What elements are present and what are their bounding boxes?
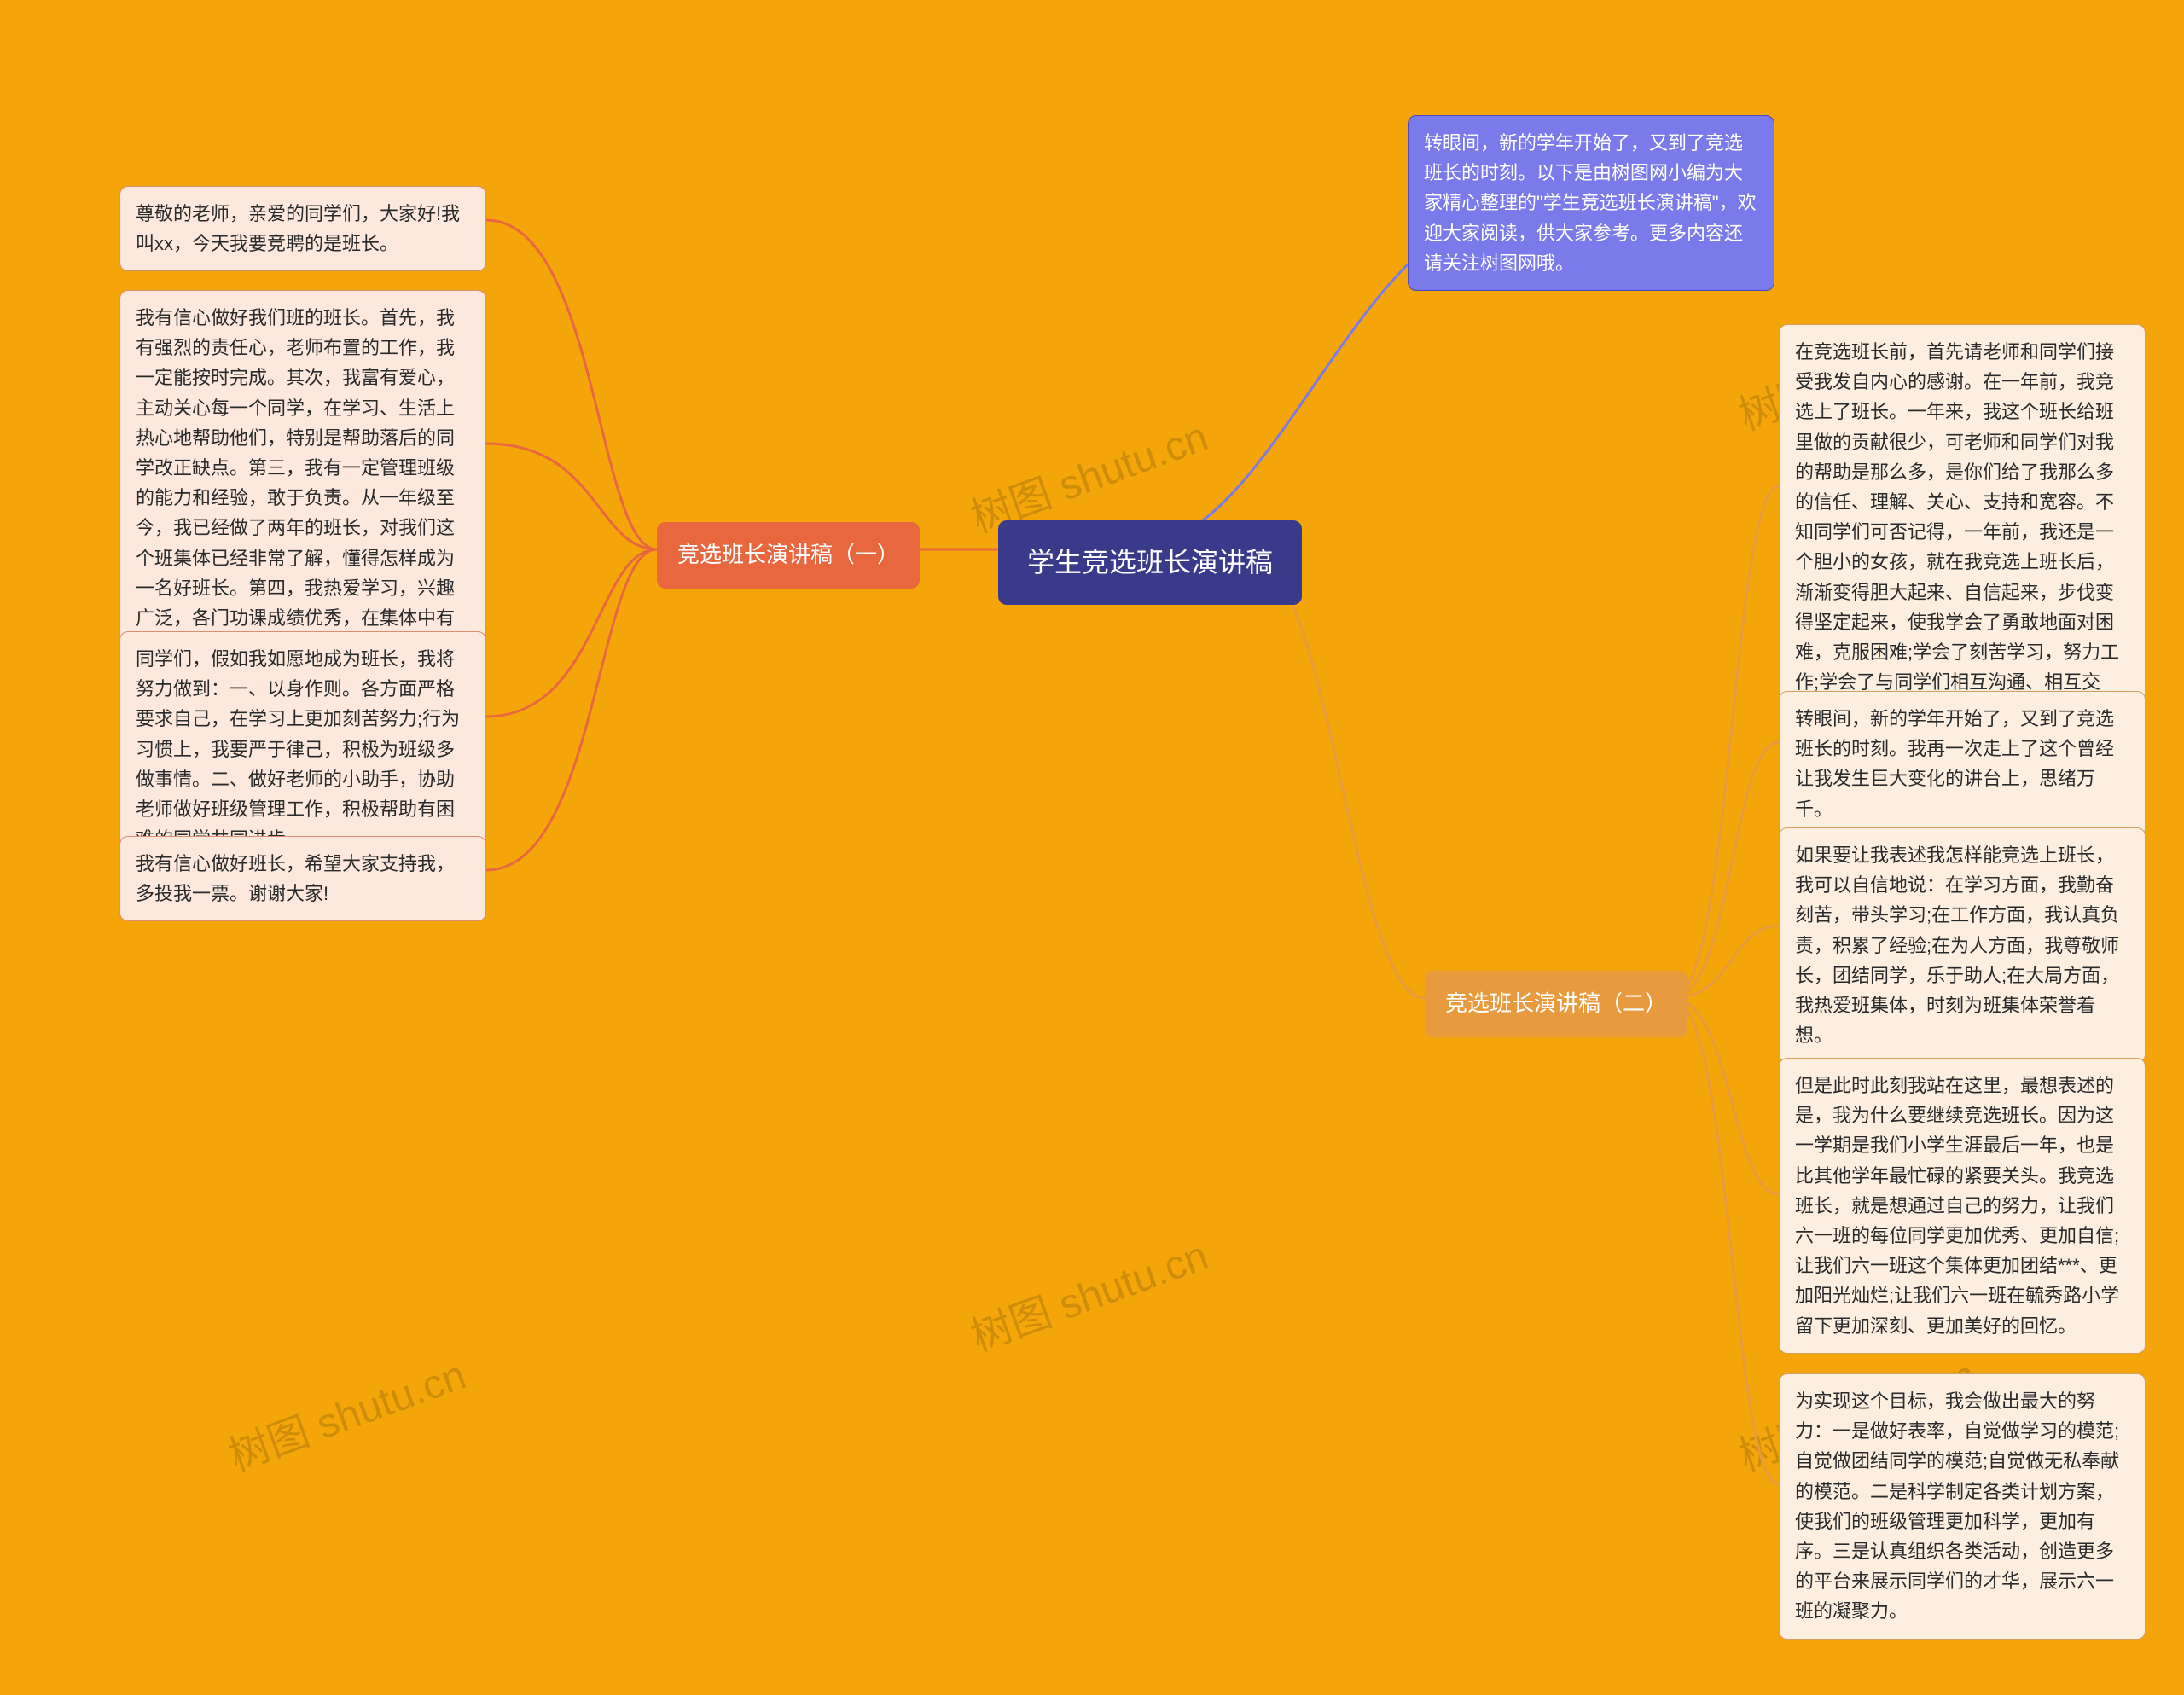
leaf-node: 转眼间，新的学年开始了，又到了竞选班长的时刻。我再一次走上了这个曾经让我发生巨大… — [1779, 691, 2146, 837]
leaf-node: 我有信心做好班长，希望大家支持我，多投我一票。谢谢大家! — [119, 836, 486, 921]
leaf-node: 尊敬的老师，亲爱的同学们，大家好!我叫xx，今天我要竞聘的是班长。 — [119, 186, 486, 271]
branch-node-1: 竞选班长演讲稿（一） — [657, 522, 920, 589]
leaf-node: 我有信心做好我们班的班长。首先，我有强烈的责任心，老师布置的工作，我一定能按时完… — [119, 290, 486, 676]
leaf-node: 在竞选班长前，首先请老师和同学们接受我发自内心的感谢。在一年前，我竞选上了班长。… — [1779, 324, 2146, 740]
branch-node-2: 竞选班长演讲稿（二） — [1425, 971, 1687, 1037]
leaf-node: 但是此时此刻我站在这里，最想表述的是，我为什么要继续竞选班长。因为这一学期是我们… — [1779, 1058, 2146, 1354]
root-node: 学生竞选班长演讲稿 — [998, 520, 1302, 605]
watermark: 树图 shutu.cn — [219, 1341, 473, 1482]
leaf-node: 同学们，假如我如愿地成为班长，我将努力做到：一、以身作则。各方面严格要求自己，在… — [119, 631, 486, 867]
intro-node: 转眼间，新的学年开始了，又到了竞选班长的时刻。以下是由树图网小编为大家精心整理的… — [1408, 115, 1774, 291]
leaf-node: 如果要让我表述我怎样能竞选上班长，我可以自信地说：在学习方面，我勤奋刻苦，带头学… — [1779, 827, 2146, 1063]
leaf-node: 为实现这个目标，我会做出最大的努力：一是做好表率，自觉做学习的模范;自觉做团结同… — [1779, 1373, 2146, 1640]
watermark: 树图 shutu.cn — [961, 1222, 1215, 1362]
